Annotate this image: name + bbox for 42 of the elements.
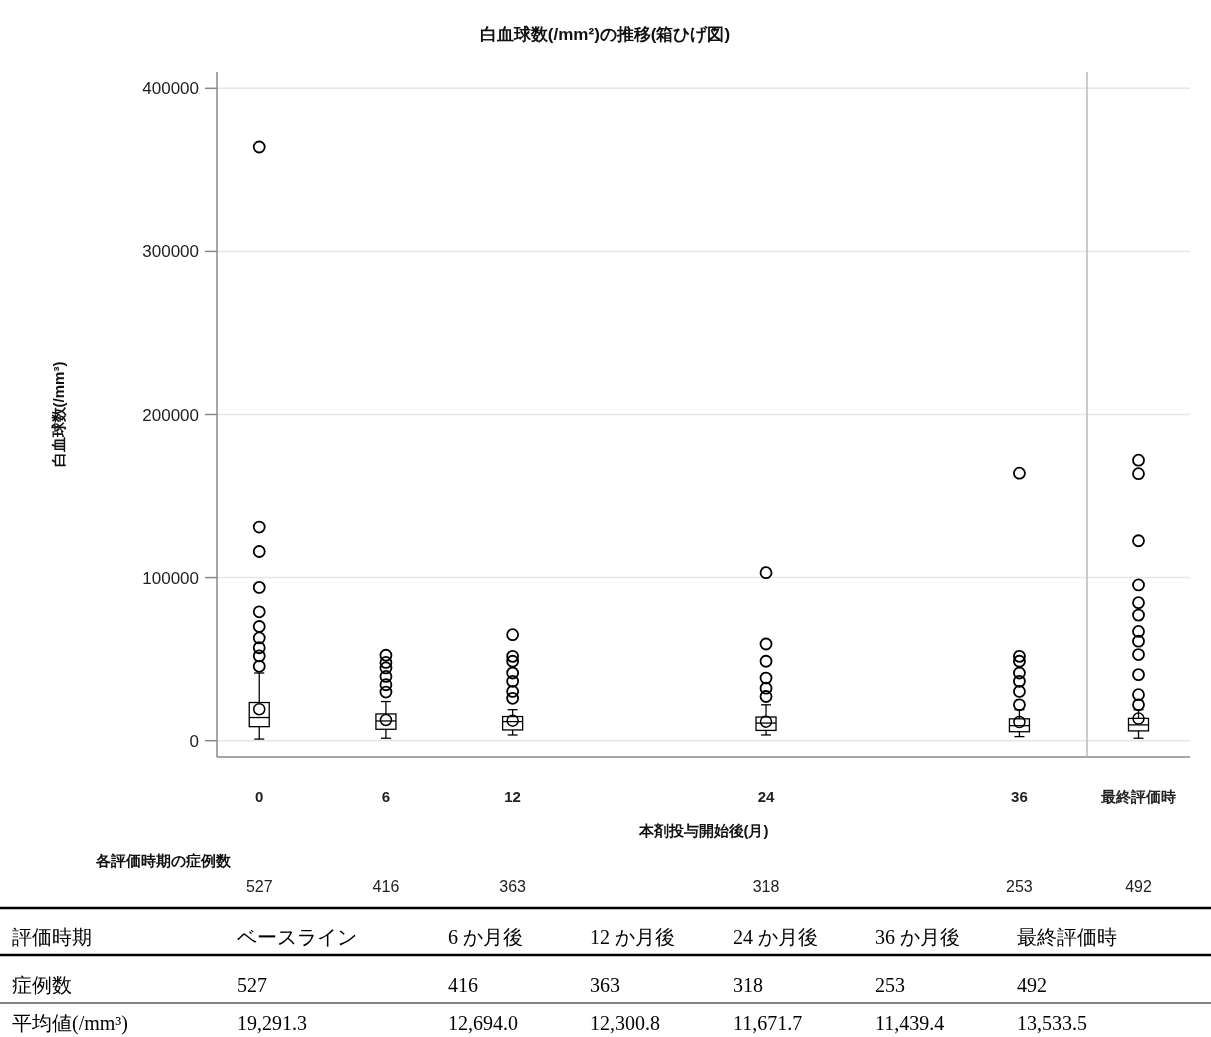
text: 492 [1125,878,1152,895]
text: 318 [733,974,763,996]
text: 318 [752,878,780,895]
text: 12 か月後 [590,926,675,948]
text: 平均値(/mm³) [12,1012,128,1035]
y-tick-label: 100000 [142,568,199,588]
text: 13,533.5 [1017,1012,1087,1034]
x-tick-label: 0 [255,788,264,805]
text: 416 [448,974,478,996]
text: 19,291.3 [237,1012,307,1034]
text: 363 [590,974,620,996]
x-axis-title: 本剤投与開始後(月) [637,822,769,839]
y-tick-label: 0 [189,731,199,751]
text: 12,300.8 [590,1012,660,1034]
text: 36 か月後 [875,926,960,948]
x-tick-label: 36 [1011,788,1028,805]
text: 最終評価時 [1017,926,1117,948]
x-tick-label: 6 [381,788,391,805]
text: 24 か月後 [733,926,818,948]
text: 12,694.0 [448,1012,518,1034]
y-tick-label: 300000 [142,242,199,262]
text: 492 [1017,974,1047,996]
text: 6 か月後 [448,926,523,948]
y-tick-label: 200000 [142,405,199,425]
x-tick-label: 12 [504,788,521,805]
y-tick-label: 400000 [142,79,199,99]
text: 363 [499,878,527,895]
text: 253 [875,974,905,996]
text: 各評価時期の症例数 [95,852,232,869]
text: 527 [245,878,273,895]
text: 11,671.7 [733,1012,803,1034]
chart-title: 白血球数(/mm²)の推移(箱ひげ図) [479,25,731,44]
x-tick-label: 24 [757,788,776,805]
text: ベースライン [237,926,357,948]
y-axis-title: 白血球数(/mm³) [50,361,67,468]
x-tick-label: 最終評価時 [1100,788,1176,805]
text: 症例数 [12,974,72,996]
text: 527 [237,974,267,996]
text: 416 [372,878,400,895]
text: 評価時期 [12,926,92,948]
text: 11,439.4 [875,1012,945,1034]
text: 253 [1006,878,1033,895]
